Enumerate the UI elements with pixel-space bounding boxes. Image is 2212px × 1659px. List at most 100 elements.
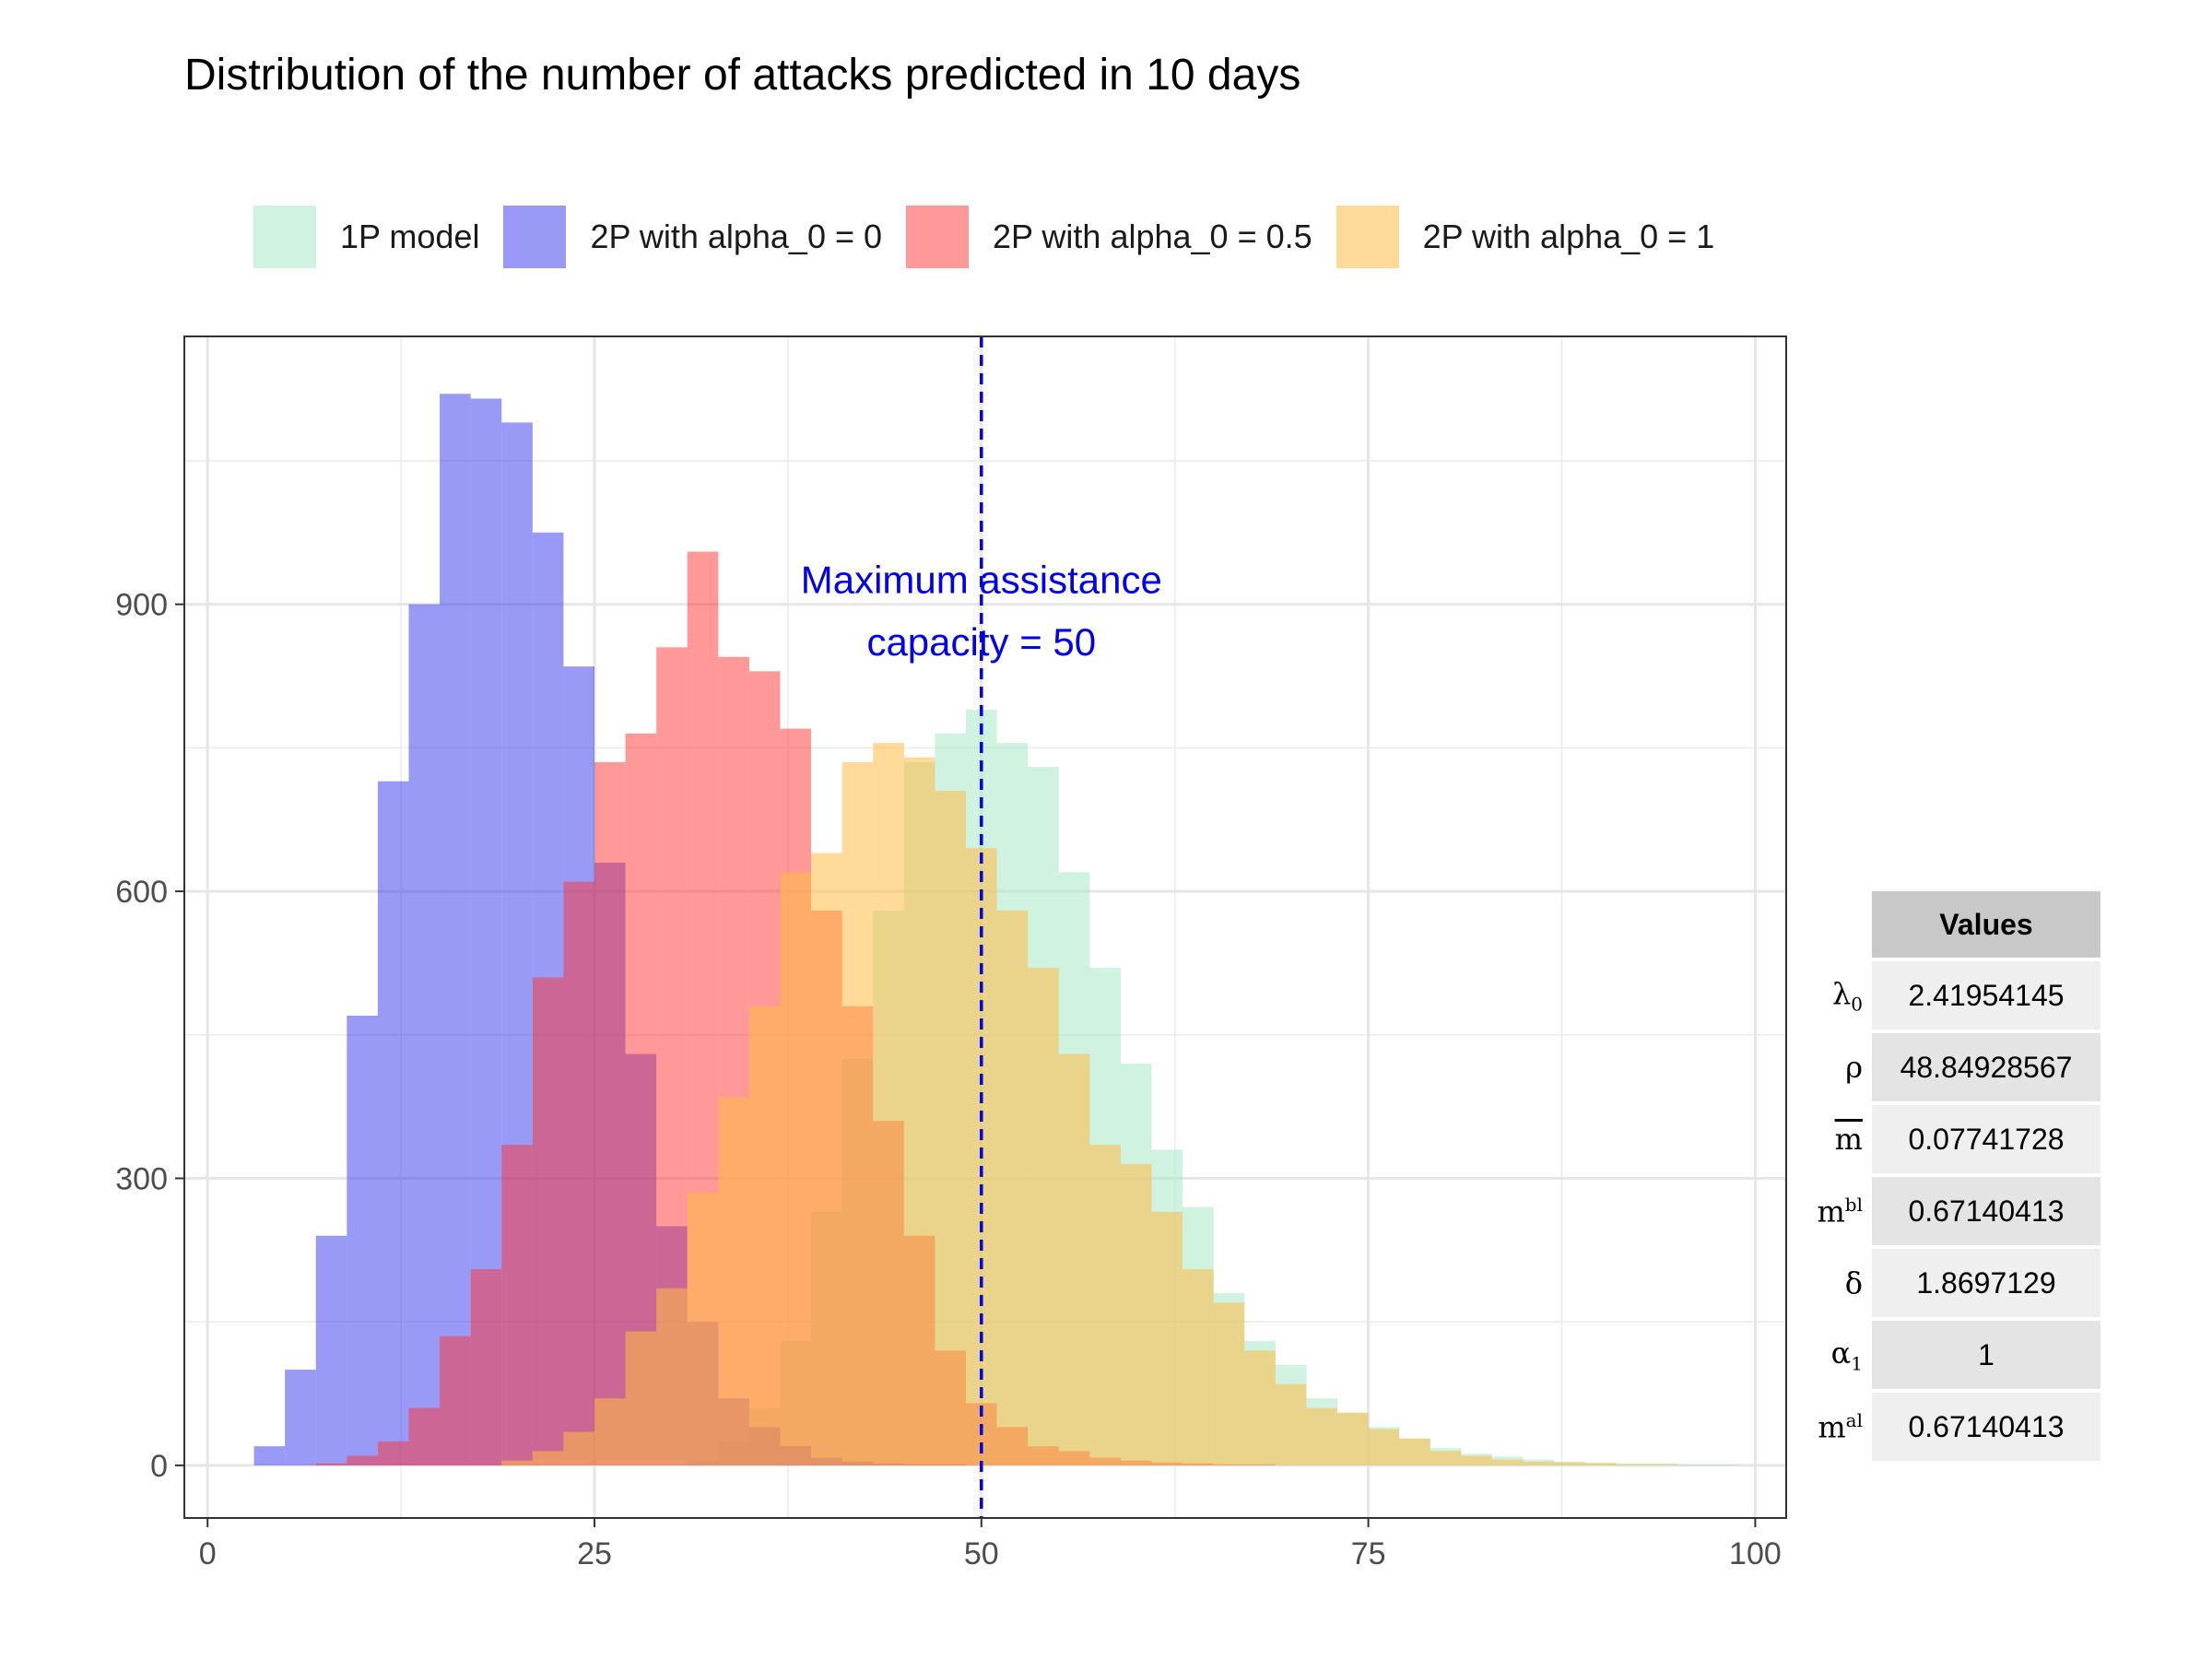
parameter-symbol: mal [1818,1408,1863,1445]
histogram-bar [440,394,471,1465]
legend-label: 1P model [340,218,480,255]
values-table-corner [1806,891,1872,958]
histogram-bar [687,1193,719,1465]
parameter-value: 0.67140413 [1872,1177,2100,1245]
values-table-row: m 0.07741728 [1806,1105,2100,1173]
histogram-bar [408,604,441,1465]
histogram-bar [1275,1383,1307,1465]
legend-swatch [503,206,567,268]
x-tick-label: 100 [1729,1536,1782,1571]
y-tick-label: 0 [150,1449,168,1484]
histogram-bar [1430,1451,1462,1465]
histogram-bar [718,1097,749,1465]
histogram-bar [903,757,935,1465]
histogram-bar [563,1431,594,1465]
histogram-bars [253,394,1740,1465]
histogram-bar [440,1335,471,1465]
values-table-row: mbl 0.67140413 [1806,1177,2100,1245]
histogram-bar [501,1145,533,1465]
y-tick-label: 300 [115,1161,168,1196]
histogram-bar [1058,1053,1090,1465]
histogram-bar [532,1451,564,1465]
histogram-bar [841,761,874,1465]
plot-panel-border [183,335,1787,1519]
histogram-bar [1120,1163,1152,1465]
legend-swatch [253,206,316,268]
histogram-bar [377,781,409,1465]
legend-label: 2P with alpha_0 = 0 [590,218,883,255]
histogram-bar [1399,1438,1430,1465]
histogram-bar [625,1331,657,1465]
annotation-line: Maximum assistance [801,559,1162,602]
values-table-row: mal 0.67140413 [1806,1393,2100,1461]
histogram-bar [501,1460,533,1465]
values-table-row: λ0 2.41954145 [1806,961,2100,1030]
parameter-symbol: δ [1844,1265,1863,1300]
values-table: Values λ0 2.41954145 ρ 48.84928567 m 0.077417… [1806,888,2100,1465]
legend-label: 2P with alpha_0 = 1 [1422,218,1715,255]
histogram-bar [748,1006,781,1465]
x-tick-label: 75 [1351,1536,1386,1571]
histogram-bar [811,853,842,1465]
histogram-bar [347,1455,378,1465]
legend-item: 2P with alpha_0 = 0.5 [906,206,1312,268]
histogram-bar [1491,1459,1524,1465]
histogram-bar [935,791,967,1465]
values-table-body: λ0 2.41954145 ρ 48.84928567 m 0.07741728 mbl 0.… [1806,961,2100,1461]
legend-label: 2P with alpha_0 = 0.5 [993,218,1312,255]
x-tick-label: 0 [199,1536,217,1571]
y-tick-label: 900 [115,588,168,623]
values-table-header-row: Values [1806,891,2100,958]
parameter-symbol: m [1834,1122,1863,1157]
parameter-value: 2.41954145 [1872,961,2100,1030]
histogram-bar [1151,1211,1183,1465]
histogram-bar [315,1235,347,1465]
histogram-bar [1368,1429,1400,1465]
histogram-bar [470,1269,502,1465]
legend-swatch [906,206,970,268]
histogram-bar [594,1398,626,1465]
legend: 1P model 2P with alpha_0 = 0 2P with alpha… [253,205,1738,269]
histogram-bar [1461,1455,1492,1465]
values-table-header: Values [1872,891,2100,958]
histogram-bar [1182,1269,1214,1465]
parameter-value: 1.8697129 [1872,1249,2100,1317]
annotation-line: capacity = 50 [866,620,1096,664]
histogram-bar [563,881,594,1465]
values-table-row: α1 1 [1806,1321,2100,1389]
histogram-bar [315,1463,347,1465]
values-table-row: ρ 48.84928567 [1806,1033,2100,1101]
legend-item: 1P model [253,206,479,268]
histogram-bar [873,743,904,1465]
values-table-row: δ 1.8697129 [1806,1249,2100,1317]
legend-item: 2P with alpha_0 = 1 [1335,206,1715,268]
parameter-symbol: ρ [1845,1050,1863,1085]
histogram-bar [1213,1302,1245,1465]
chart-title: Distribution of the number of attacks pr… [184,51,1301,100]
histogram-bar [377,1441,409,1465]
histogram-bar [1306,1407,1338,1465]
axes: 0 25 50 75 100 0 300 600 900 [115,588,1782,1571]
legend-item: 2P with alpha_0 = 0 [503,206,882,268]
legend-swatch [1335,206,1399,268]
histogram-bar [408,1407,441,1465]
histogram-bar [996,910,1029,1465]
y-tick-label: 600 [115,875,168,910]
histogram-bar [1028,968,1059,1465]
histogram-bar [347,1016,378,1465]
histogram-bar [253,1446,286,1465]
histogram-bar [1554,1462,1585,1465]
histogram-bar [656,1288,688,1465]
histogram-bar [1244,1350,1276,1465]
parameter-value: 0.67140413 [1872,1393,2100,1461]
histogram-bar [1523,1461,1555,1465]
histogram-bar [285,1370,316,1465]
parameter-symbol: mbl [1817,1193,1863,1230]
series-3 [501,743,1678,1465]
x-tick-label: 25 [577,1536,612,1571]
parameter-value: 1 [1872,1321,2100,1389]
histogram-bar [1584,1463,1617,1465]
histogram-bar [1089,1145,1121,1465]
